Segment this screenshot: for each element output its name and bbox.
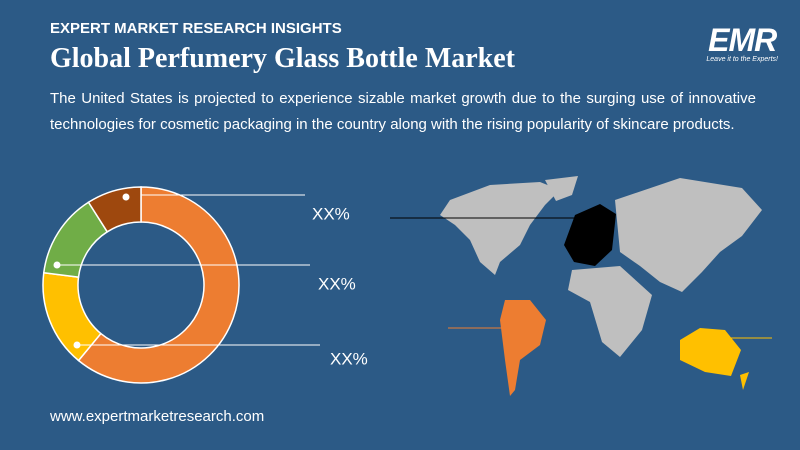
- segment-label: XX%: [312, 204, 350, 223]
- north-america: [440, 182, 560, 275]
- segment-label: XX%: [318, 274, 356, 293]
- australia: [680, 328, 741, 376]
- logo-name: EMR: [708, 22, 777, 58]
- leader-dot: [53, 261, 61, 269]
- kicker: EXPERT MARKET RESEARCH INSIGHTS: [50, 20, 342, 37]
- greenland: [545, 176, 578, 201]
- leader-dot: [122, 193, 130, 201]
- title: Global Perfumery Glass Bottle Market: [50, 43, 516, 74]
- logo-tagline: Leave it to the Experts!: [706, 56, 778, 63]
- segment-label: XX%: [330, 349, 368, 368]
- description: The United States is projected to experi…: [50, 90, 756, 133]
- asia: [615, 178, 762, 292]
- leader-dot: [73, 341, 81, 349]
- donut-segment: [77, 186, 240, 384]
- logo: EMR Leave it to the Experts!: [706, 24, 778, 63]
- website: www.expertmarketresearch.com: [50, 408, 265, 425]
- world-map: [390, 176, 772, 396]
- africa: [568, 266, 652, 357]
- south-america: [500, 300, 546, 396]
- new-zealand: [740, 372, 749, 390]
- europe: [564, 204, 616, 266]
